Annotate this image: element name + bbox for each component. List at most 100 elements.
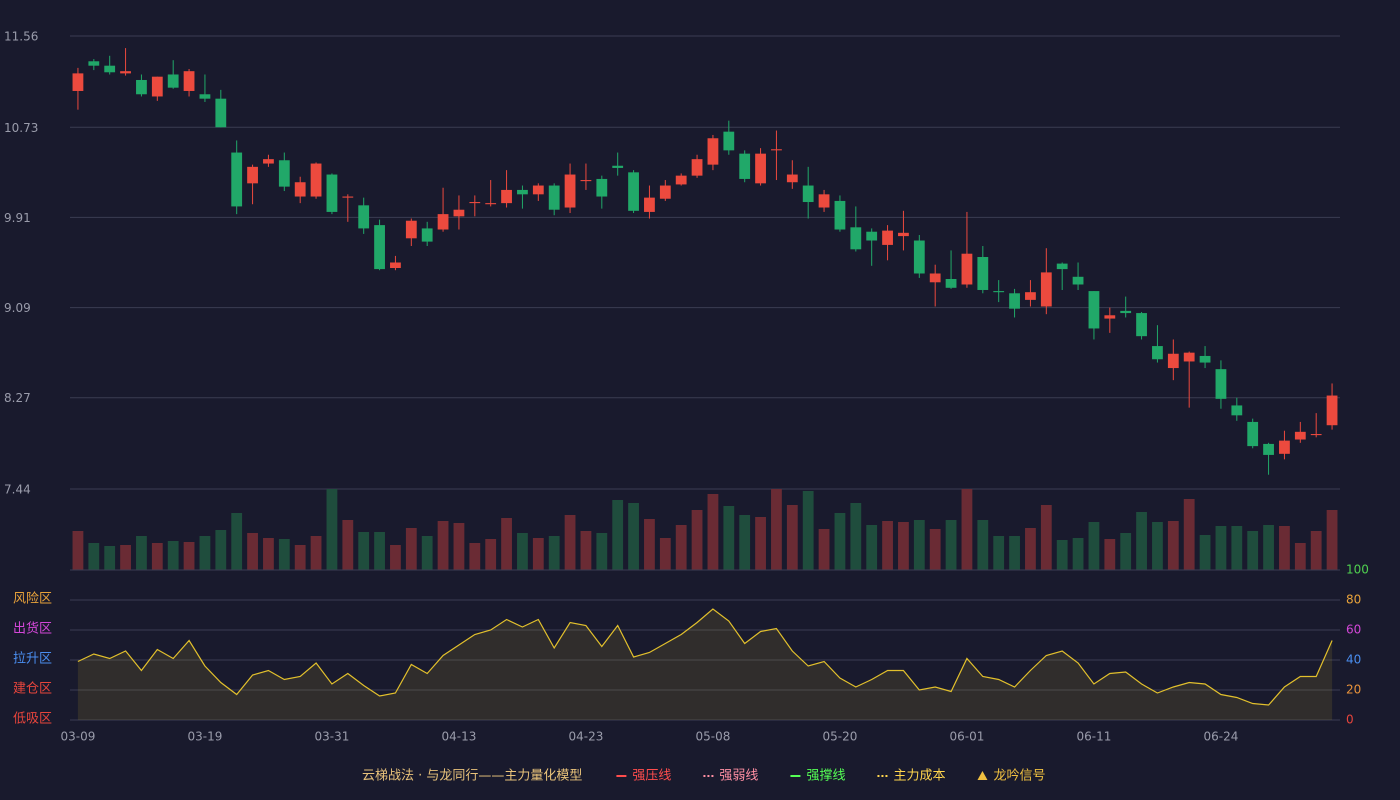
candle-body — [723, 131, 735, 151]
volume-bar — [501, 518, 512, 570]
candle-body — [834, 200, 846, 230]
candle-body — [278, 160, 290, 187]
candle-body — [707, 138, 719, 165]
legend-marker — [977, 771, 988, 780]
volume-bar — [421, 536, 433, 570]
candle-body — [675, 175, 687, 185]
volume-bar — [374, 532, 385, 570]
candle-body — [818, 194, 830, 208]
volume-bar — [1215, 526, 1227, 570]
volume-bar — [326, 489, 338, 570]
volume-bar — [612, 500, 624, 570]
candle-body — [961, 253, 973, 285]
volume-bar — [564, 515, 576, 570]
volume-bar — [1183, 499, 1195, 570]
candle-body — [88, 61, 100, 66]
candle-body — [1072, 276, 1084, 285]
legend-label: 强撑线 — [806, 769, 845, 784]
candle-body — [866, 231, 878, 241]
volume-bar — [136, 536, 147, 570]
volume-bar — [104, 546, 116, 570]
candle-body — [691, 159, 703, 176]
candle-body — [405, 220, 417, 239]
candle-body — [151, 76, 163, 97]
candle-body — [1263, 443, 1274, 455]
candle-body — [1136, 313, 1147, 337]
volume-bar — [263, 538, 274, 570]
candle-body — [326, 174, 338, 212]
volume-bar — [659, 538, 671, 570]
volume-bar — [755, 517, 766, 570]
volume-bar — [390, 545, 401, 570]
y-tick-label: 100 — [1346, 563, 1369, 577]
candle-body — [358, 205, 370, 229]
y-tick-label: 9.91 — [4, 211, 31, 225]
y-tick-label: 40 — [1346, 653, 1361, 667]
candle-body — [1040, 272, 1052, 307]
legend-label: 强压线 — [632, 769, 671, 784]
volume-bar — [183, 542, 195, 570]
volume-bar — [548, 536, 560, 570]
volume-bar — [1009, 536, 1020, 570]
y-tick-label: 9.09 — [4, 301, 31, 315]
volume-bar — [1088, 522, 1100, 570]
volume-bar — [247, 533, 258, 570]
volume-bar — [913, 520, 925, 570]
candle-body — [945, 278, 957, 288]
candle-body — [755, 153, 766, 184]
candle-body — [72, 73, 84, 91]
legend-title: 云梯战法 · 与龙同行——主力量化模型 — [362, 769, 582, 784]
volume-bar — [691, 510, 703, 570]
volume-bar — [88, 543, 100, 570]
volume-bar — [1167, 521, 1179, 570]
candle-body — [485, 203, 497, 205]
volume-bar — [1040, 505, 1052, 570]
candle-body — [183, 71, 195, 91]
x-tick-label: 06-11 — [1077, 730, 1112, 744]
y-tick-label: 60 — [1346, 623, 1361, 637]
candle-body — [1215, 369, 1227, 399]
x-tick-label: 04-23 — [569, 730, 604, 744]
candle-body — [532, 185, 544, 195]
candle-body — [1025, 292, 1036, 300]
candle-body — [1104, 315, 1116, 319]
volume-bar — [818, 529, 830, 570]
zone-label: 建仓区 — [13, 682, 52, 697]
candle-body — [802, 185, 814, 203]
candle-body — [1120, 310, 1132, 314]
volume-bar — [199, 536, 211, 570]
volume-bar — [866, 525, 878, 570]
y-tick-label: 7.44 — [4, 483, 31, 497]
x-tick-label: 03-09 — [61, 730, 96, 744]
volume-bar — [532, 538, 544, 570]
candle-body — [628, 172, 639, 211]
candle-body — [453, 209, 465, 217]
volume-bar — [310, 536, 322, 570]
candle-body — [548, 185, 560, 210]
candle-body — [263, 159, 274, 164]
candle-body — [1088, 291, 1100, 329]
candle-body — [199, 94, 211, 99]
candle-body — [374, 225, 385, 270]
volume-bar — [215, 530, 227, 570]
volume-bar — [453, 523, 465, 570]
volume-bar — [977, 520, 989, 570]
volume-bar — [723, 506, 735, 570]
candle-body — [659, 185, 671, 199]
y-tick-label: 8.27 — [4, 391, 31, 405]
zone-label: 风险区 — [13, 592, 52, 607]
x-tick-label: 04-13 — [442, 730, 477, 744]
y-tick-label: 20 — [1346, 683, 1361, 697]
x-tick-label: 05-20 — [823, 730, 858, 744]
candle-body — [1183, 352, 1195, 362]
y-tick-label: 10.73 — [4, 121, 38, 135]
volume-bar — [231, 513, 243, 570]
x-tick-label: 06-24 — [1204, 730, 1239, 744]
volume-bar — [596, 533, 608, 570]
volume-bar — [1326, 510, 1338, 570]
candle-body — [104, 65, 116, 73]
volume-bar — [437, 521, 449, 570]
candle-body — [310, 163, 322, 197]
candle-body — [580, 180, 592, 182]
